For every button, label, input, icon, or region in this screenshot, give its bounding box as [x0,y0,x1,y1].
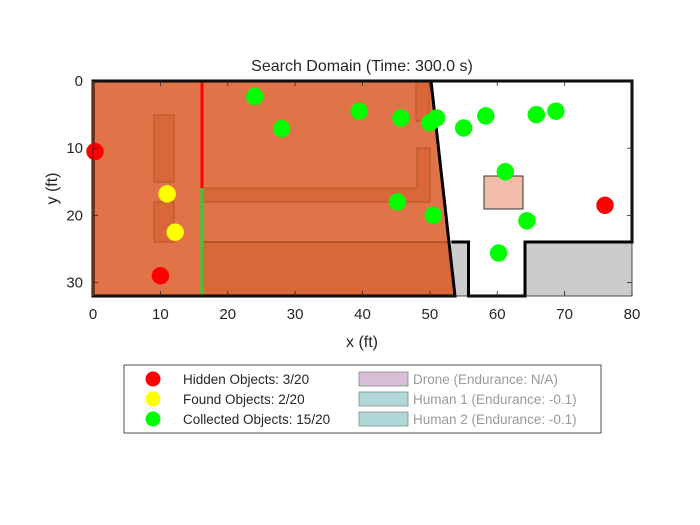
object-marker-collected-14 [518,212,536,230]
x-tick-label-50: 50 [422,306,439,323]
legend: Hidden Objects: 3/20 Found Objects: 2/20 C… [123,364,602,434]
legend-label-3: Collected Objects: 15/20 [183,412,330,427]
x-tick-label-60: 60 [489,306,506,323]
y-ticks: 0 10 20 30 [66,73,632,292]
y-axis-label: y (ft) [44,173,61,205]
unsearchable-region-right [525,242,632,296]
x-tick-label-80: 80 [624,306,641,323]
object-marker-collected-11 [496,162,515,181]
object-marker-collected-15 [489,244,508,262]
legend-label-4: Drone (Endurance: N/A) [413,372,558,387]
markers-layer [86,87,614,285]
pink-obstacle [483,175,524,210]
x-tick-label-40: 40 [354,306,371,323]
x-tick-label-70: 70 [556,306,573,323]
chart-title: Search Domain (Time: 300.0 s) [251,58,473,75]
legend-label-2: Found Objects: 2/20 [183,392,305,407]
y-tick-label-30: 30 [66,275,83,292]
x-tick-label-0: 0 [89,306,97,323]
obstacle-bottom-room [202,242,455,296]
legend-marker-2 [145,391,161,407]
unsearchable-region-left [451,242,469,296]
object-marker-collected-13 [424,206,442,225]
object-marker-hidden-1 [86,142,104,161]
object-marker-collected-12 [388,193,407,211]
object-marker-hidden-2 [151,267,170,285]
object-marker-collected-7 [454,119,473,137]
y-tick-label-20: 20 [66,207,83,224]
x-axis-label: x (ft) [346,334,378,351]
object-marker-found-2 [166,223,184,241]
object-marker-hidden-3 [596,196,614,215]
legend-patch-6 [358,411,409,427]
object-marker-collected-10 [547,102,565,120]
object-marker-collected-8 [477,107,495,125]
object-marker-found-1 [158,185,176,203]
y-tick-label-10: 10 [66,140,83,157]
object-marker-collected-1 [245,87,264,106]
object-marker-collected-3 [350,102,368,120]
legend-marker-3 [145,411,161,427]
x-ticks: 0 10 20 30 40 50 60 70 80 [89,81,641,323]
legend-patch-4 [358,371,409,387]
object-marker-collected-4 [392,109,410,127]
legend-label-5: Human 1 (Endurance: -0.1) [413,392,577,407]
x-tick-label-20: 20 [219,306,236,323]
legend-label-6: Human 2 (Endurance: -0.1) [413,412,577,427]
plot-area [86,79,634,298]
legend-patch-5 [358,391,409,407]
object-marker-collected-9 [527,105,546,124]
obstacle-rect-1 [153,114,175,183]
legend-label-1: Hidden Objects: 3/20 [183,372,309,387]
y-tick-label-0: 0 [75,73,83,90]
x-tick-label-10: 10 [152,306,169,323]
x-tick-label-30: 30 [287,306,304,323]
object-marker-collected-6 [427,109,446,127]
object-marker-collected-2 [272,119,291,138]
legend-marker-1 [145,371,161,387]
